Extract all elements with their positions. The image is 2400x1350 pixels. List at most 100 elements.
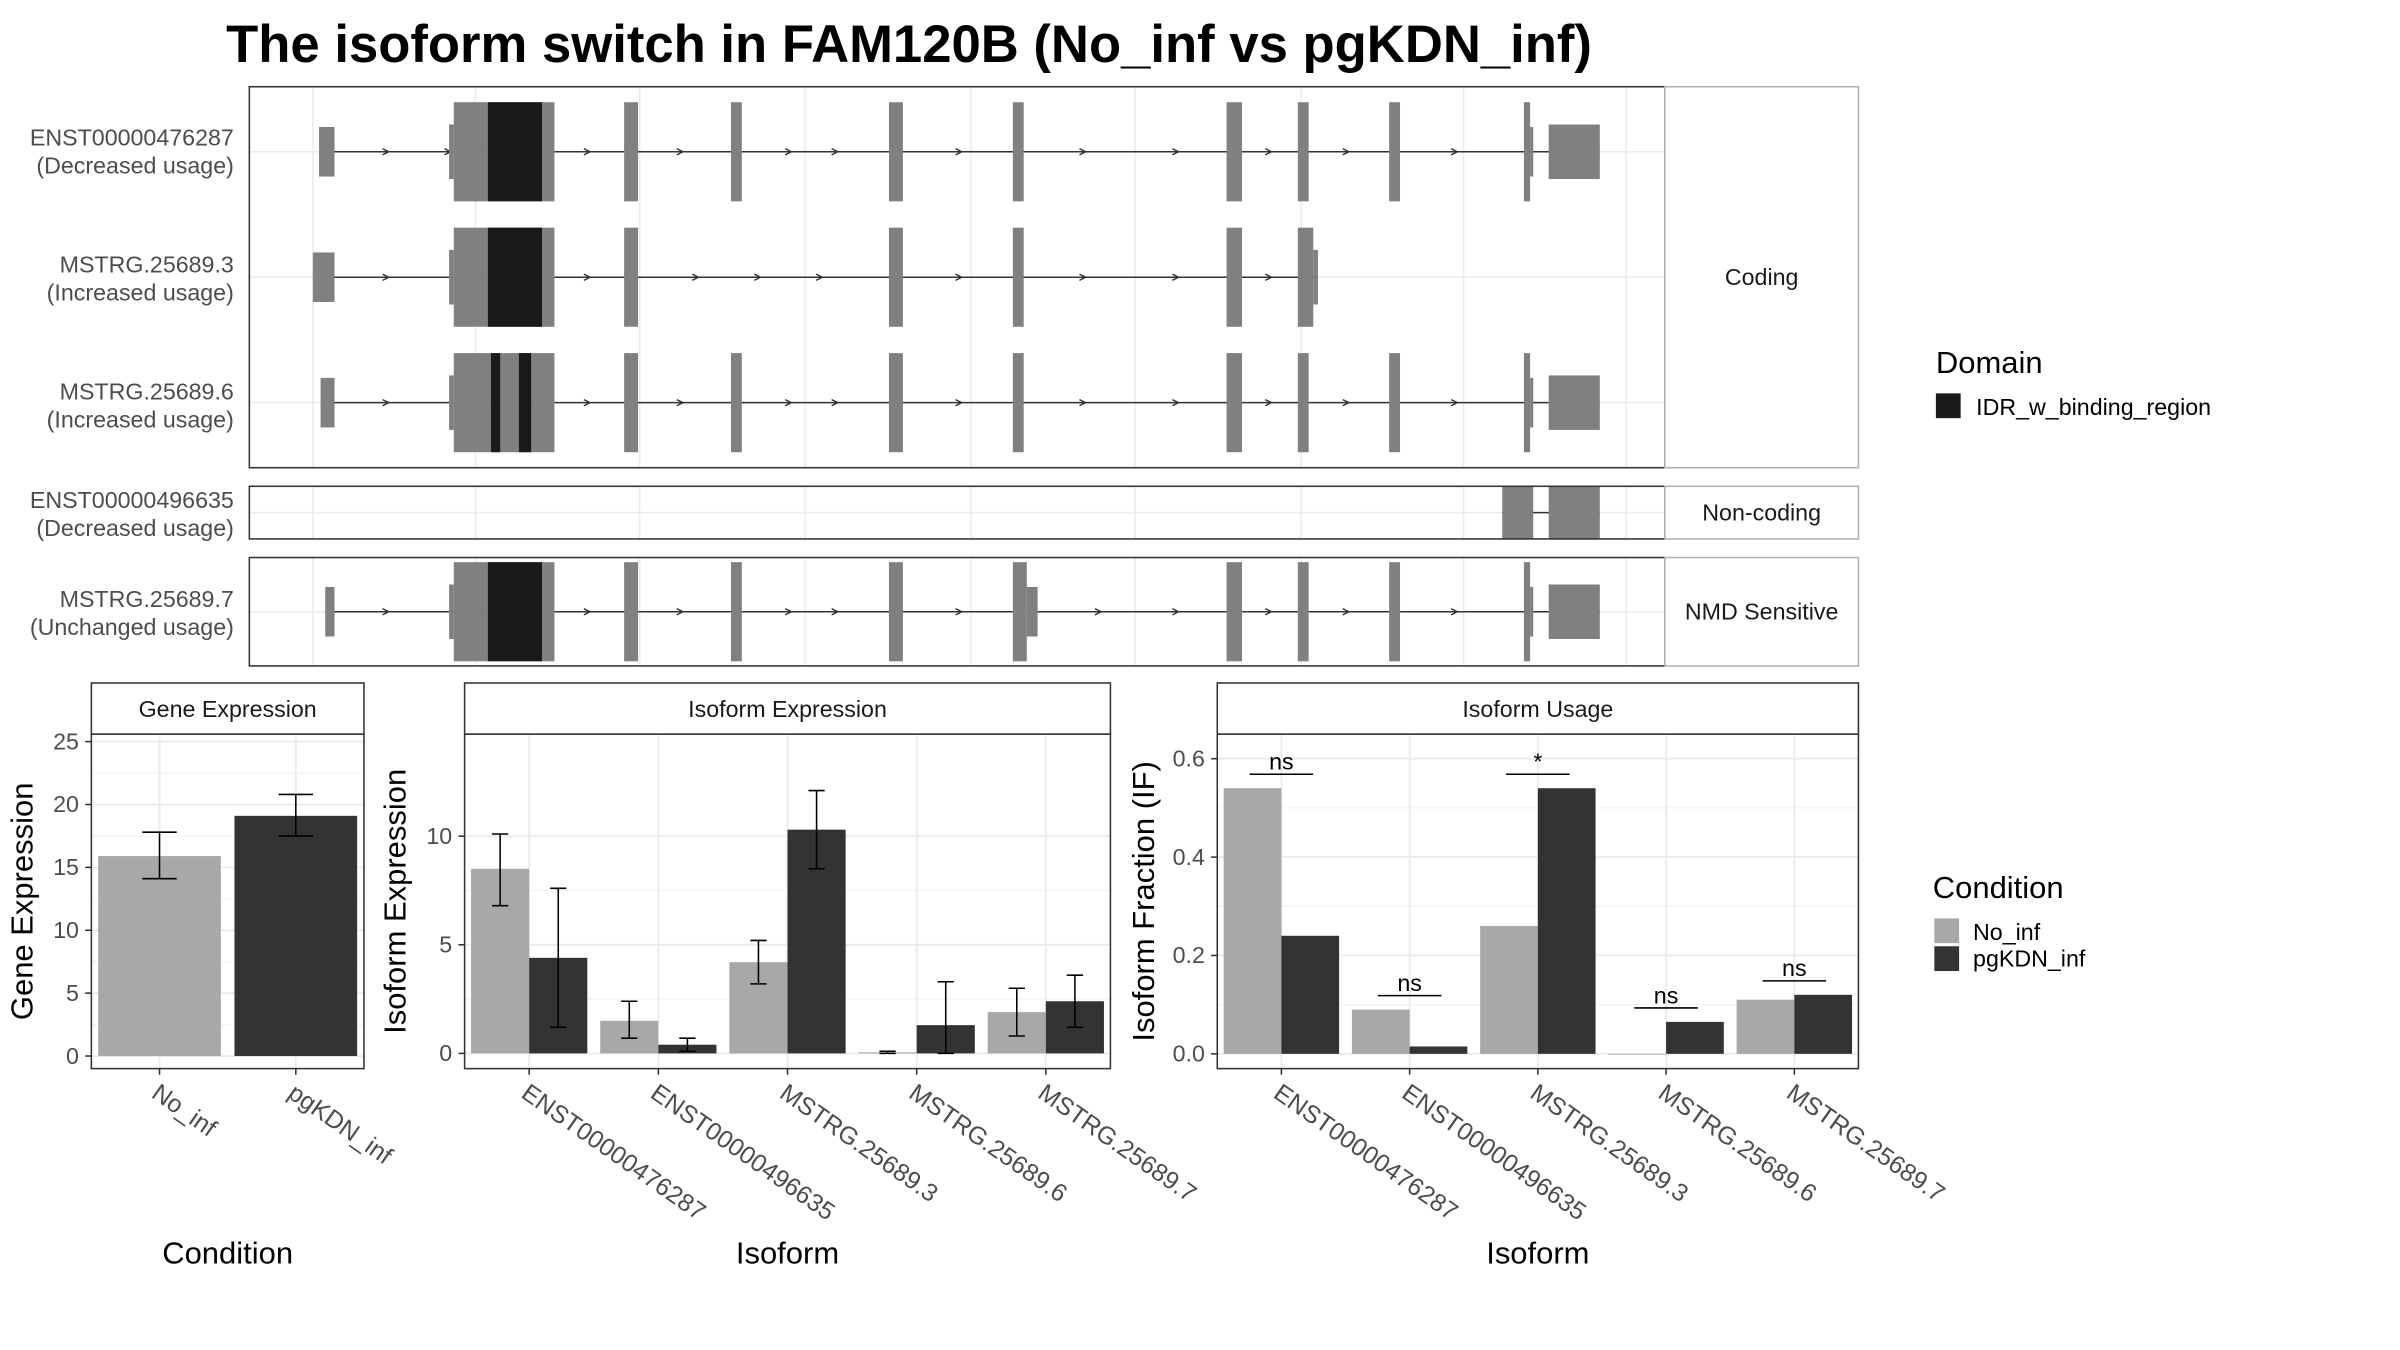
bar-no-inf [98,856,221,1057]
significance-marker: ns [1377,970,1442,997]
group-strip-label: NMD Sensitive [1685,598,1839,624]
strand-arrow [815,273,824,281]
exon-block [1297,562,1309,662]
strand-arrow [1342,608,1351,616]
exon-block [542,102,555,202]
exon-block [624,353,639,453]
isoform-id-label: MSTRG.25689.7 [60,586,234,612]
strand-arrow [676,398,685,407]
exon-block [624,227,639,327]
exon-block [1297,102,1309,202]
domain-block [487,227,543,327]
bar-mstrg-25689-6-no-inf [1608,1053,1667,1055]
strand-arrow [1079,148,1088,156]
strand-arrow [1264,148,1274,156]
exon-block [1026,586,1038,637]
exon-block [1548,486,1600,539]
strand-arrow [784,608,793,616]
domain-block [487,102,543,202]
y-tick-label: 0.4 [1173,844,1205,870]
domain-legend-swatch [1935,393,1961,419]
bar-mstrg-25689-3-pgkdn-inf [1537,788,1596,1054]
error-bar [808,789,825,870]
y-tick-label: 5 [66,980,79,1006]
strand-arrow [1079,273,1088,281]
strand-arrow [382,273,391,281]
y-axis-title: Isoform Fraction (IF) [1126,761,1161,1041]
panel-strip [1216,682,1860,735]
strand-arrow [784,148,793,156]
strand-arrow [583,398,592,407]
significance-label: * [1533,749,1542,775]
exon-block [1548,124,1600,180]
strand-arrow [1172,148,1181,156]
x-axis-title: Condition [162,1236,293,1271]
significance-marker: ns [1249,749,1314,776]
panel-strip [90,682,365,735]
y-tick-label: 0 [66,1043,79,1069]
strand-arrow [831,398,840,407]
domain-legend-title: Domain [1936,345,2043,380]
error-bar [278,793,313,837]
group-strip-label: Non-coding [1702,499,1821,525]
error-bar [621,1000,638,1039]
panel-strip-title: Gene Expression [139,696,317,722]
isoform-structure-panel: ENST00000476287(Decreased usage)MSTRG.25… [30,85,1860,667]
exon-block [542,562,555,662]
exon-block [730,102,742,202]
exon-block [500,353,519,453]
group-strip [1664,85,1860,469]
exon-block [453,353,491,453]
strand-arrow [1264,273,1274,281]
group-strip [1664,485,1860,540]
strand-arrow [1450,608,1459,616]
strand-arrow [583,273,592,281]
exon-block [1297,227,1314,327]
exon-block [1548,584,1600,639]
error-bar [142,831,177,880]
isoform-track-mstrg-25689-6: MSTRG.25689.6(Increased usage) [47,353,1600,453]
group-strip [1664,556,1860,667]
exon-block [1012,353,1024,453]
domain-block [490,353,501,453]
exon-block [1012,102,1024,202]
y-tick-label: 0 [439,1040,452,1066]
strand-arrow [955,398,964,407]
exon-block [730,562,742,662]
condition-legend-swatch-no-inf [1934,918,1960,944]
exon-block [531,353,555,453]
bar-mstrg-25689-3-no-inf [1480,925,1538,1054]
isoform-track-enst00000476287: ENST00000476287(Decreased usage) [30,102,1600,202]
exon-block [319,126,335,177]
strand-arrow [676,148,685,156]
error-bar [679,1037,696,1052]
strand-arrow [1450,148,1459,156]
x-axis-title: Isoform [736,1236,839,1271]
condition-legend: Condition No_inf pgKDN_inf [1933,870,2086,971]
y-tick-label: 10 [426,823,452,849]
strand-arrow [583,148,592,156]
isoform-id-label: ENST00000476287 [30,125,234,151]
x-axis-title: Isoform [1486,1236,1589,1271]
isoform-usage-label: (Decreased usage) [36,515,233,541]
y-tick-label: 5 [439,932,452,958]
exon-block [542,227,555,327]
strand-arrow [955,273,964,281]
strand-arrow [583,608,592,616]
isoform-id-label: MSTRG.25689.6 [60,379,234,405]
strand-arrow [1264,398,1274,407]
strand-arrow [1450,398,1459,407]
isoform-usage-label: (Increased usage) [47,406,234,432]
strand-arrow [382,398,391,407]
exon-block [320,377,335,428]
strand-arrow [955,608,964,616]
significance-marker: ns [1762,955,1827,982]
strand-arrow [1079,398,1088,407]
y-tick-label: 0.6 [1173,745,1205,771]
exon-block [1530,126,1534,177]
exon-block [624,102,639,202]
condition-legend-swatch-pgkdn-inf [1934,946,1960,972]
exon-block [449,249,454,305]
error-bar [550,887,567,1029]
